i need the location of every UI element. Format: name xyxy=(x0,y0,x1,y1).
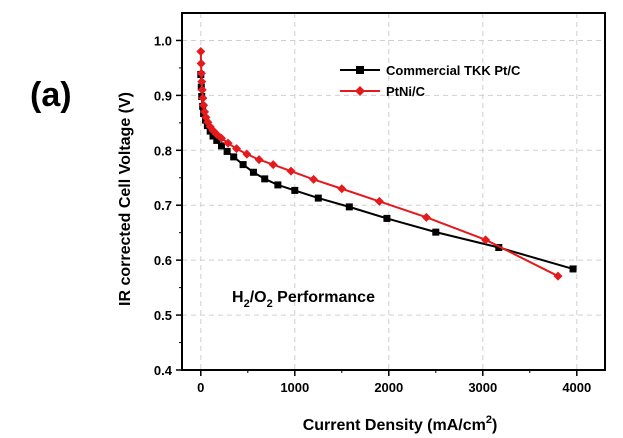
series-0-point-21 xyxy=(432,228,440,236)
series-1-point-21 xyxy=(337,184,347,194)
series-1-point-25 xyxy=(553,271,563,281)
series-1-point-22 xyxy=(374,196,384,206)
y-tick-label-4: 0.8 xyxy=(154,143,172,158)
x-axis-title-sup: 2 xyxy=(486,414,492,426)
series-0-point-18 xyxy=(314,194,322,202)
series-0-point-12 xyxy=(230,153,238,161)
series-line-1 xyxy=(199,51,559,277)
series-0-point-19 xyxy=(345,203,353,211)
series-0-point-11 xyxy=(223,147,231,155)
y-tick-label-5: 0.9 xyxy=(154,88,172,103)
annotation-h: H xyxy=(232,289,244,306)
y-tick-label-6: 1.0 xyxy=(154,33,172,48)
performance-annotation: H2/O2 Performance xyxy=(232,289,375,310)
series-1-point-24 xyxy=(481,235,491,245)
legend-marker-commercial-tkk xyxy=(356,66,364,74)
annotation-o: /O xyxy=(250,289,267,306)
series-1-point-20 xyxy=(309,174,319,184)
series-0-point-9 xyxy=(213,136,221,144)
y-tick-label-3: 0.7 xyxy=(154,198,172,213)
series-1-point-17 xyxy=(254,155,264,165)
series-0-point-10 xyxy=(217,142,225,150)
series-1-point-23 xyxy=(421,212,431,222)
series-1-point-5 xyxy=(198,93,208,103)
x-tick-label-0: 0 xyxy=(197,380,204,395)
series-1-point-3 xyxy=(197,77,207,87)
series-0-point-14 xyxy=(249,168,257,176)
x-tick-label-2: 2000 xyxy=(374,380,403,395)
annotation-sub-2: 2 xyxy=(267,298,273,310)
series-0-point-8 xyxy=(209,132,217,140)
axis-ticks: 0 1000 2000 3000 4000 0.4 0.5 0.6 0.7 0.8 0.9 1.0 xyxy=(154,33,591,395)
series-1-point-2 xyxy=(196,68,206,78)
series-1-point-15 xyxy=(232,144,242,154)
plot-area: 0 1000 2000 3000 4000 0.4 0.5 0.6 0.7 0.8 0.9 1.0 xyxy=(154,12,606,395)
series-0-point-13 xyxy=(239,161,247,169)
series-1-point-18 xyxy=(268,160,278,170)
legend-label-commercial-tkk: Commercial TKK Pt/C xyxy=(386,63,521,78)
series-1-point-19 xyxy=(286,166,296,176)
legend: Commercial TKK Pt/C PtNi/C xyxy=(340,63,521,99)
x-axis-title: Current Density (mA/cm2) xyxy=(303,414,498,434)
series-0-point-15 xyxy=(261,175,269,183)
series-1-point-0 xyxy=(196,46,206,56)
legend-label-ptni: PtNi/C xyxy=(386,84,426,99)
series-1-point-14 xyxy=(223,138,233,148)
data-series xyxy=(196,46,577,281)
series-1-point-4 xyxy=(197,85,207,95)
series-1-point-16 xyxy=(242,149,252,159)
series-0-point-23 xyxy=(569,265,577,273)
annotation-rest: Performance xyxy=(273,289,375,306)
y-tick-label-1: 0.5 xyxy=(154,308,172,323)
legend-marker-ptni xyxy=(355,86,365,96)
series-0-point-16 xyxy=(274,181,282,189)
plot-frame xyxy=(181,12,606,371)
panel-label: (a) xyxy=(30,76,72,114)
x-axis-title-main: Current Density (mA/cm xyxy=(303,417,486,434)
y-tick-label-2: 0.6 xyxy=(154,253,172,268)
y-axis-title: IR corrected Cell Voltage (V) xyxy=(117,92,134,306)
series-1-point-6 xyxy=(199,100,209,110)
series-1-point-13 xyxy=(216,133,226,143)
y-tick-label-0: 0.4 xyxy=(154,363,173,378)
x-tick-label-1: 1000 xyxy=(280,380,309,395)
x-tick-label-4: 4000 xyxy=(562,380,591,395)
series-1-point-1 xyxy=(196,59,206,69)
series-0-point-20 xyxy=(383,214,391,222)
annotation-sub-1: 2 xyxy=(244,298,250,310)
series-0-point-17 xyxy=(291,186,299,194)
x-tick-label-3: 3000 xyxy=(468,380,497,395)
x-axis-title-end: ) xyxy=(492,417,497,434)
